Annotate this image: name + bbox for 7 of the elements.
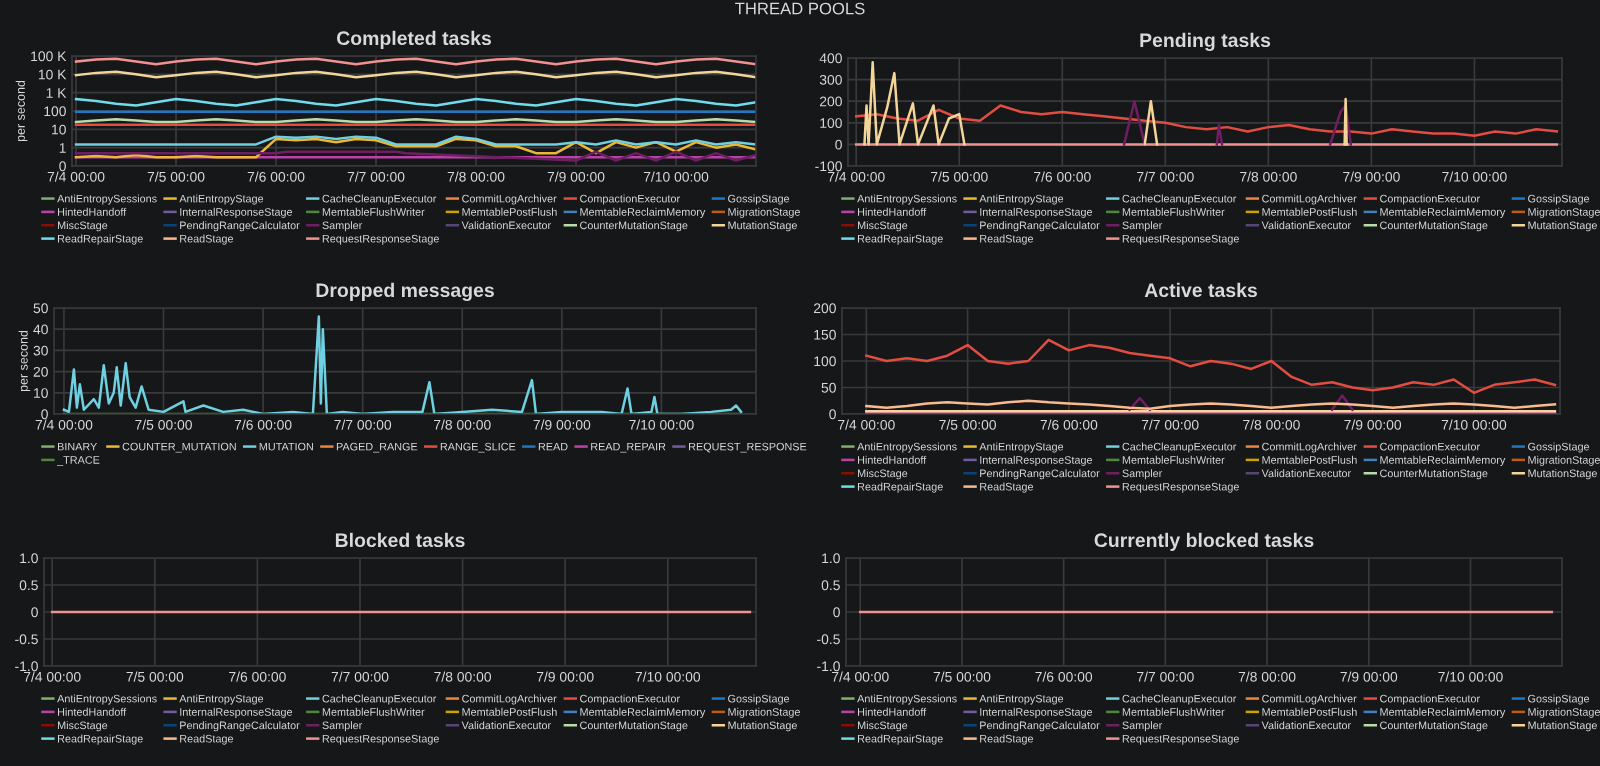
chart-title: Completed tasks [337, 30, 492, 49]
chart-title: Currently blocked tasks [1094, 532, 1314, 551]
chart-title: Blocked tasks [335, 532, 465, 548]
chart-title: Active tasks [1144, 282, 1257, 298]
text: THREAD POOLS [735, 2, 865, 15]
chart-title: Pending tasks [1140, 32, 1271, 52]
chart-title: Dropped messages [316, 282, 494, 302]
